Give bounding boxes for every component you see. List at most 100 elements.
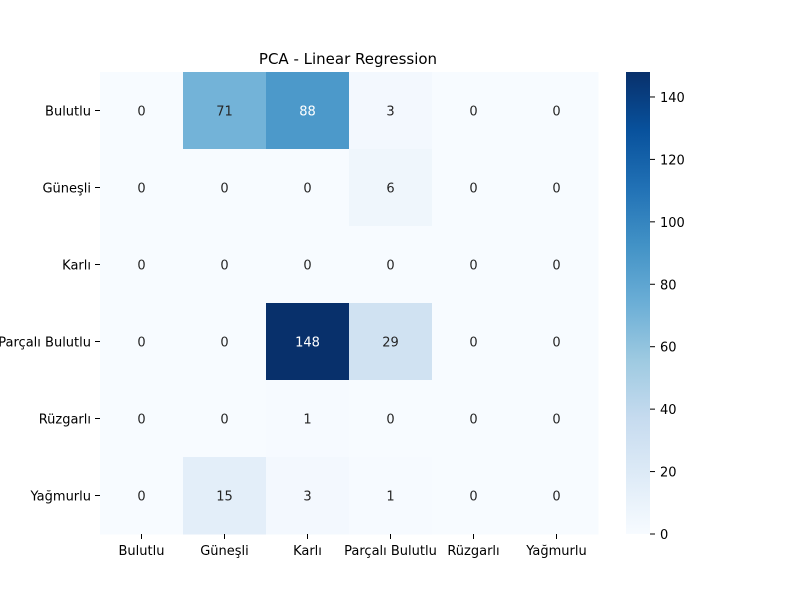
colorbar-tick-label: 20 [660, 466, 677, 481]
y-tick-label: Rüzgarlı [39, 413, 91, 428]
heatmap-cell [349, 380, 433, 458]
cell-value: 0 [552, 105, 560, 120]
cell-value: 0 [137, 336, 145, 351]
heatmap-cell [266, 72, 350, 150]
heatmap-cell [432, 226, 516, 304]
colorbar-tick-label: 140 [660, 91, 685, 106]
cell-value: 0 [386, 259, 394, 274]
heatmap-cell [432, 457, 516, 535]
heatmap-cell [100, 72, 184, 150]
colorbar-tick-label: 40 [660, 403, 677, 418]
cell-value: 0 [469, 182, 477, 197]
heatmap-cell [183, 72, 267, 150]
cell-value: 88 [299, 105, 316, 120]
cell-value: 0 [469, 413, 477, 428]
colorbar-tick-label: 80 [660, 278, 677, 293]
heatmap-cell [183, 226, 267, 304]
heatmap-cell [100, 457, 184, 535]
x-tick-label: Güneşli [200, 544, 249, 559]
cell-value: 0 [137, 413, 145, 428]
heatmap-cell [266, 226, 350, 304]
heatmap-cell [100, 380, 184, 458]
heatmap-cell [432, 380, 516, 458]
cell-value: 71 [216, 105, 233, 120]
cell-value: 1 [386, 490, 394, 505]
heatmap-cell [349, 303, 433, 381]
heatmap-cell [515, 380, 599, 458]
y-axis: Bulutlu Güneşli Karlı Parçalı Bulutlu Rüzgar… [0, 105, 100, 505]
heatmap-cell [349, 149, 433, 227]
cell-value: 0 [552, 413, 560, 428]
heatmap-cell [266, 303, 350, 381]
heatmap-cells [100, 72, 599, 535]
x-tick-label: Rüzgarlı [447, 544, 499, 559]
colorbar-tick-label: 120 [660, 153, 685, 168]
cell-value: 0 [137, 105, 145, 120]
cell-value: 0 [303, 182, 311, 197]
heatmap-cell [183, 303, 267, 381]
y-tick-label: Bulutlu [45, 105, 91, 120]
colorbar-tick-label: 60 [660, 341, 677, 356]
cell-value: 0 [220, 336, 228, 351]
chart-title: PCA - Linear Regression [259, 50, 437, 68]
cell-value: 0 [469, 105, 477, 120]
colorbar-tick-label: 0 [660, 528, 668, 543]
colorbar-axis: 0 20 40 60 80 100 120 140 [650, 91, 685, 543]
cell-value: 0 [552, 259, 560, 274]
cell-value: 0 [552, 336, 560, 351]
heatmap-cell [100, 226, 184, 304]
heatmap-cell [100, 149, 184, 227]
cell-annotations: 0 71 88 3 0 0 0 0 0 6 0 0 0 0 0 0 0 0 0 0 148 29 0 0 0 0 1 0 0 0 0 15 3 1… [137, 105, 560, 505]
cell-value: 3 [386, 105, 394, 120]
y-tick-label: Karlı [62, 259, 91, 274]
cell-value: 1 [303, 413, 311, 428]
heatmap-cell [183, 149, 267, 227]
x-axis: Bulutlu Güneşli Karlı Parçalı Bulutlu Rüzgar… [119, 534, 587, 559]
cell-value: 0 [220, 413, 228, 428]
cell-value: 148 [295, 336, 320, 351]
heatmap-cell [183, 380, 267, 458]
x-tick-label: Bulutlu [119, 544, 165, 559]
heatmap-cell [432, 303, 516, 381]
heatmap-cell [432, 72, 516, 150]
cell-value: 0 [220, 259, 228, 274]
colorbar [626, 72, 650, 534]
heatmap-cell [515, 303, 599, 381]
cell-value: 0 [469, 336, 477, 351]
heatmap-cell [266, 380, 350, 458]
cell-value: 0 [137, 490, 145, 505]
cell-value: 0 [552, 182, 560, 197]
y-tick-label: Güneşli [42, 182, 91, 197]
heatmap-cell [349, 226, 433, 304]
cell-value: 6 [386, 182, 394, 197]
heatmap-cell [515, 226, 599, 304]
heatmap-cell [515, 72, 599, 150]
heatmap-cell [515, 457, 599, 535]
cell-value: 0 [137, 259, 145, 274]
cell-value: 0 [469, 259, 477, 274]
x-tick-label: Yağmurlu [525, 544, 586, 559]
colorbar-tick-label: 100 [660, 216, 685, 231]
heatmap-cell [515, 149, 599, 227]
y-tick-label: Yağmurlu [30, 490, 91, 505]
heatmap-cell [349, 72, 433, 150]
cell-value: 0 [469, 490, 477, 505]
heatmap-cell [266, 149, 350, 227]
heatmap-cell [183, 457, 267, 535]
cell-value: 0 [552, 490, 560, 505]
heatmap-cell [266, 457, 350, 535]
cell-value: 0 [303, 259, 311, 274]
cell-value: 3 [303, 490, 311, 505]
x-tick-label: Parçalı Bulutlu [344, 544, 437, 559]
cell-value: 0 [220, 182, 228, 197]
y-tick-label: Parçalı Bulutlu [0, 336, 91, 351]
heatmap-cell [349, 457, 433, 535]
cell-value: 15 [216, 490, 233, 505]
cell-value: 0 [137, 182, 145, 197]
heatmap-cell [100, 303, 184, 381]
cell-value: 0 [386, 413, 394, 428]
cell-value: 29 [382, 336, 399, 351]
heatmap-cell [432, 149, 516, 227]
x-tick-label: Karlı [293, 544, 322, 559]
